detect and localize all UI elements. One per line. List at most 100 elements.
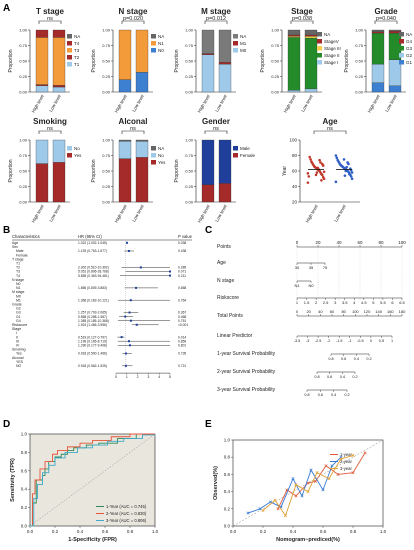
data-point [350, 171, 354, 174]
series-line [30, 433, 155, 527]
y-tick-label: 0.00 [185, 90, 194, 95]
y-axis-label: Proportion [344, 49, 350, 72]
legend-swatch [233, 48, 238, 53]
data-point [291, 477, 295, 481]
data-point [261, 508, 265, 513]
significance-bracket [38, 20, 62, 24]
y-axis-label: Proportion [8, 49, 14, 72]
hr-ci-value: 1.257 (0.703-2.065) [78, 311, 107, 315]
row-label: II [16, 335, 18, 339]
data-point [327, 477, 331, 481]
data-point [321, 175, 325, 179]
nomogram-tick-label: 0.2 [366, 357, 371, 361]
significance-bracket [121, 130, 145, 134]
data-point [306, 172, 310, 175]
hr-marker [124, 352, 127, 355]
x-tick-label: Low level [333, 204, 347, 223]
hr-ci-value: 1.924 (1.466-3.956) [78, 323, 107, 327]
bar-segment [35, 85, 49, 93]
hr-ci-value: 5.855 (0.363-94.481) [78, 274, 109, 278]
y-tick-label: 1.00 [19, 138, 28, 143]
nomogram-tick-label: 120 [364, 309, 371, 314]
data-point [339, 457, 343, 461]
nomogram-tick-label: 0.6 [341, 357, 346, 361]
legend-swatch [151, 153, 156, 158]
data-point [246, 511, 250, 515]
nomogram-tick-label: 6 [391, 300, 394, 305]
bar-segment [388, 85, 402, 93]
nomogram-tick-label: N0 [308, 283, 314, 288]
y-tick-label: 0.00 [19, 200, 28, 205]
data-point [306, 181, 310, 184]
x-tick-label: 0.8 [350, 529, 357, 534]
bar-segment [35, 29, 49, 38]
chart-title: Age [322, 117, 338, 126]
data-point [350, 177, 354, 181]
y-axis-label: Proportion [260, 49, 266, 72]
hr-marker [128, 311, 131, 314]
x-tick-label: 0.6 [102, 529, 109, 534]
legend-entry: T1 [74, 62, 80, 67]
legend-entry: NA [240, 34, 246, 39]
legend-swatch [67, 48, 72, 53]
bar-segment [304, 36, 318, 39]
nomogram-tick-label: 60 [357, 240, 363, 245]
nomogram-tick-label: 40 [318, 309, 323, 314]
legend-swatch [67, 146, 72, 151]
bar-segment [135, 139, 149, 142]
nomogram-tick-label: 3 [334, 300, 337, 305]
nomogram-tick-label: 0.5 [379, 339, 384, 343]
row-label: T4 [16, 274, 20, 278]
nomogram-tick-label: 60 [330, 309, 335, 314]
legend-swatch [399, 60, 404, 65]
data-point [300, 494, 304, 498]
row-label: M stage [12, 290, 25, 294]
nomogram-tick-label: 1.5 [304, 300, 310, 305]
nomogram-tick-label: 0.8 [304, 393, 309, 397]
bar-segment [135, 29, 149, 73]
row-label: III [16, 339, 19, 343]
data-point [348, 172, 351, 176]
chart-title: Alconal [119, 117, 148, 126]
data-point [273, 498, 277, 502]
legend-swatch [399, 32, 404, 37]
x-tick-label: 1.0 [380, 529, 387, 534]
bar-segment [218, 62, 232, 65]
row-label: M0 [16, 294, 21, 298]
hr-ci-value: 1.022 (1.002-1.045) [78, 241, 107, 245]
row-label: T3 [16, 270, 20, 274]
nomogram-tick-label: 0.4 [340, 375, 345, 379]
row-label: Sex [12, 245, 18, 249]
legend-entry: NA [158, 34, 164, 39]
row-label: T1 [16, 262, 20, 266]
nomogram-tick-label: -3 [306, 339, 309, 343]
y-axis-label: Sensitivity (TPR) [10, 458, 16, 502]
significance-bracket [204, 130, 228, 134]
row-label: YES [16, 360, 24, 364]
chart-title: N stage [119, 7, 148, 16]
data-point [324, 464, 328, 468]
data-point [314, 173, 318, 177]
bar-segment [118, 29, 132, 80]
legend-entry: Yes [158, 160, 166, 165]
y-tick-label: 0.75 [102, 153, 111, 158]
x-axis-label: Nomogram−prediced(%) [276, 537, 340, 543]
nomogram-tick-label: 2 [315, 300, 318, 305]
diagonal-reference [232, 439, 384, 527]
bar-segment [304, 88, 318, 93]
legend-entry: 1-Year (AUC = 0.745) [106, 504, 147, 509]
p-value: 0.367 [178, 311, 186, 315]
bar-segment [135, 157, 149, 203]
y-axis-label: Proportion [174, 159, 180, 182]
row-label: G2 [16, 307, 21, 311]
legend-entry: StageV [324, 39, 339, 44]
plot-frame [232, 439, 384, 527]
legend-entry: NA [158, 146, 164, 151]
row-label: Alconal [12, 356, 24, 360]
nomogram-tick-label: 30 [295, 265, 300, 270]
x-tick-label: 1.0 [152, 529, 159, 534]
significance-bracket [313, 130, 347, 134]
data-point [276, 507, 280, 511]
y-tick-label: 0.25 [271, 74, 280, 79]
